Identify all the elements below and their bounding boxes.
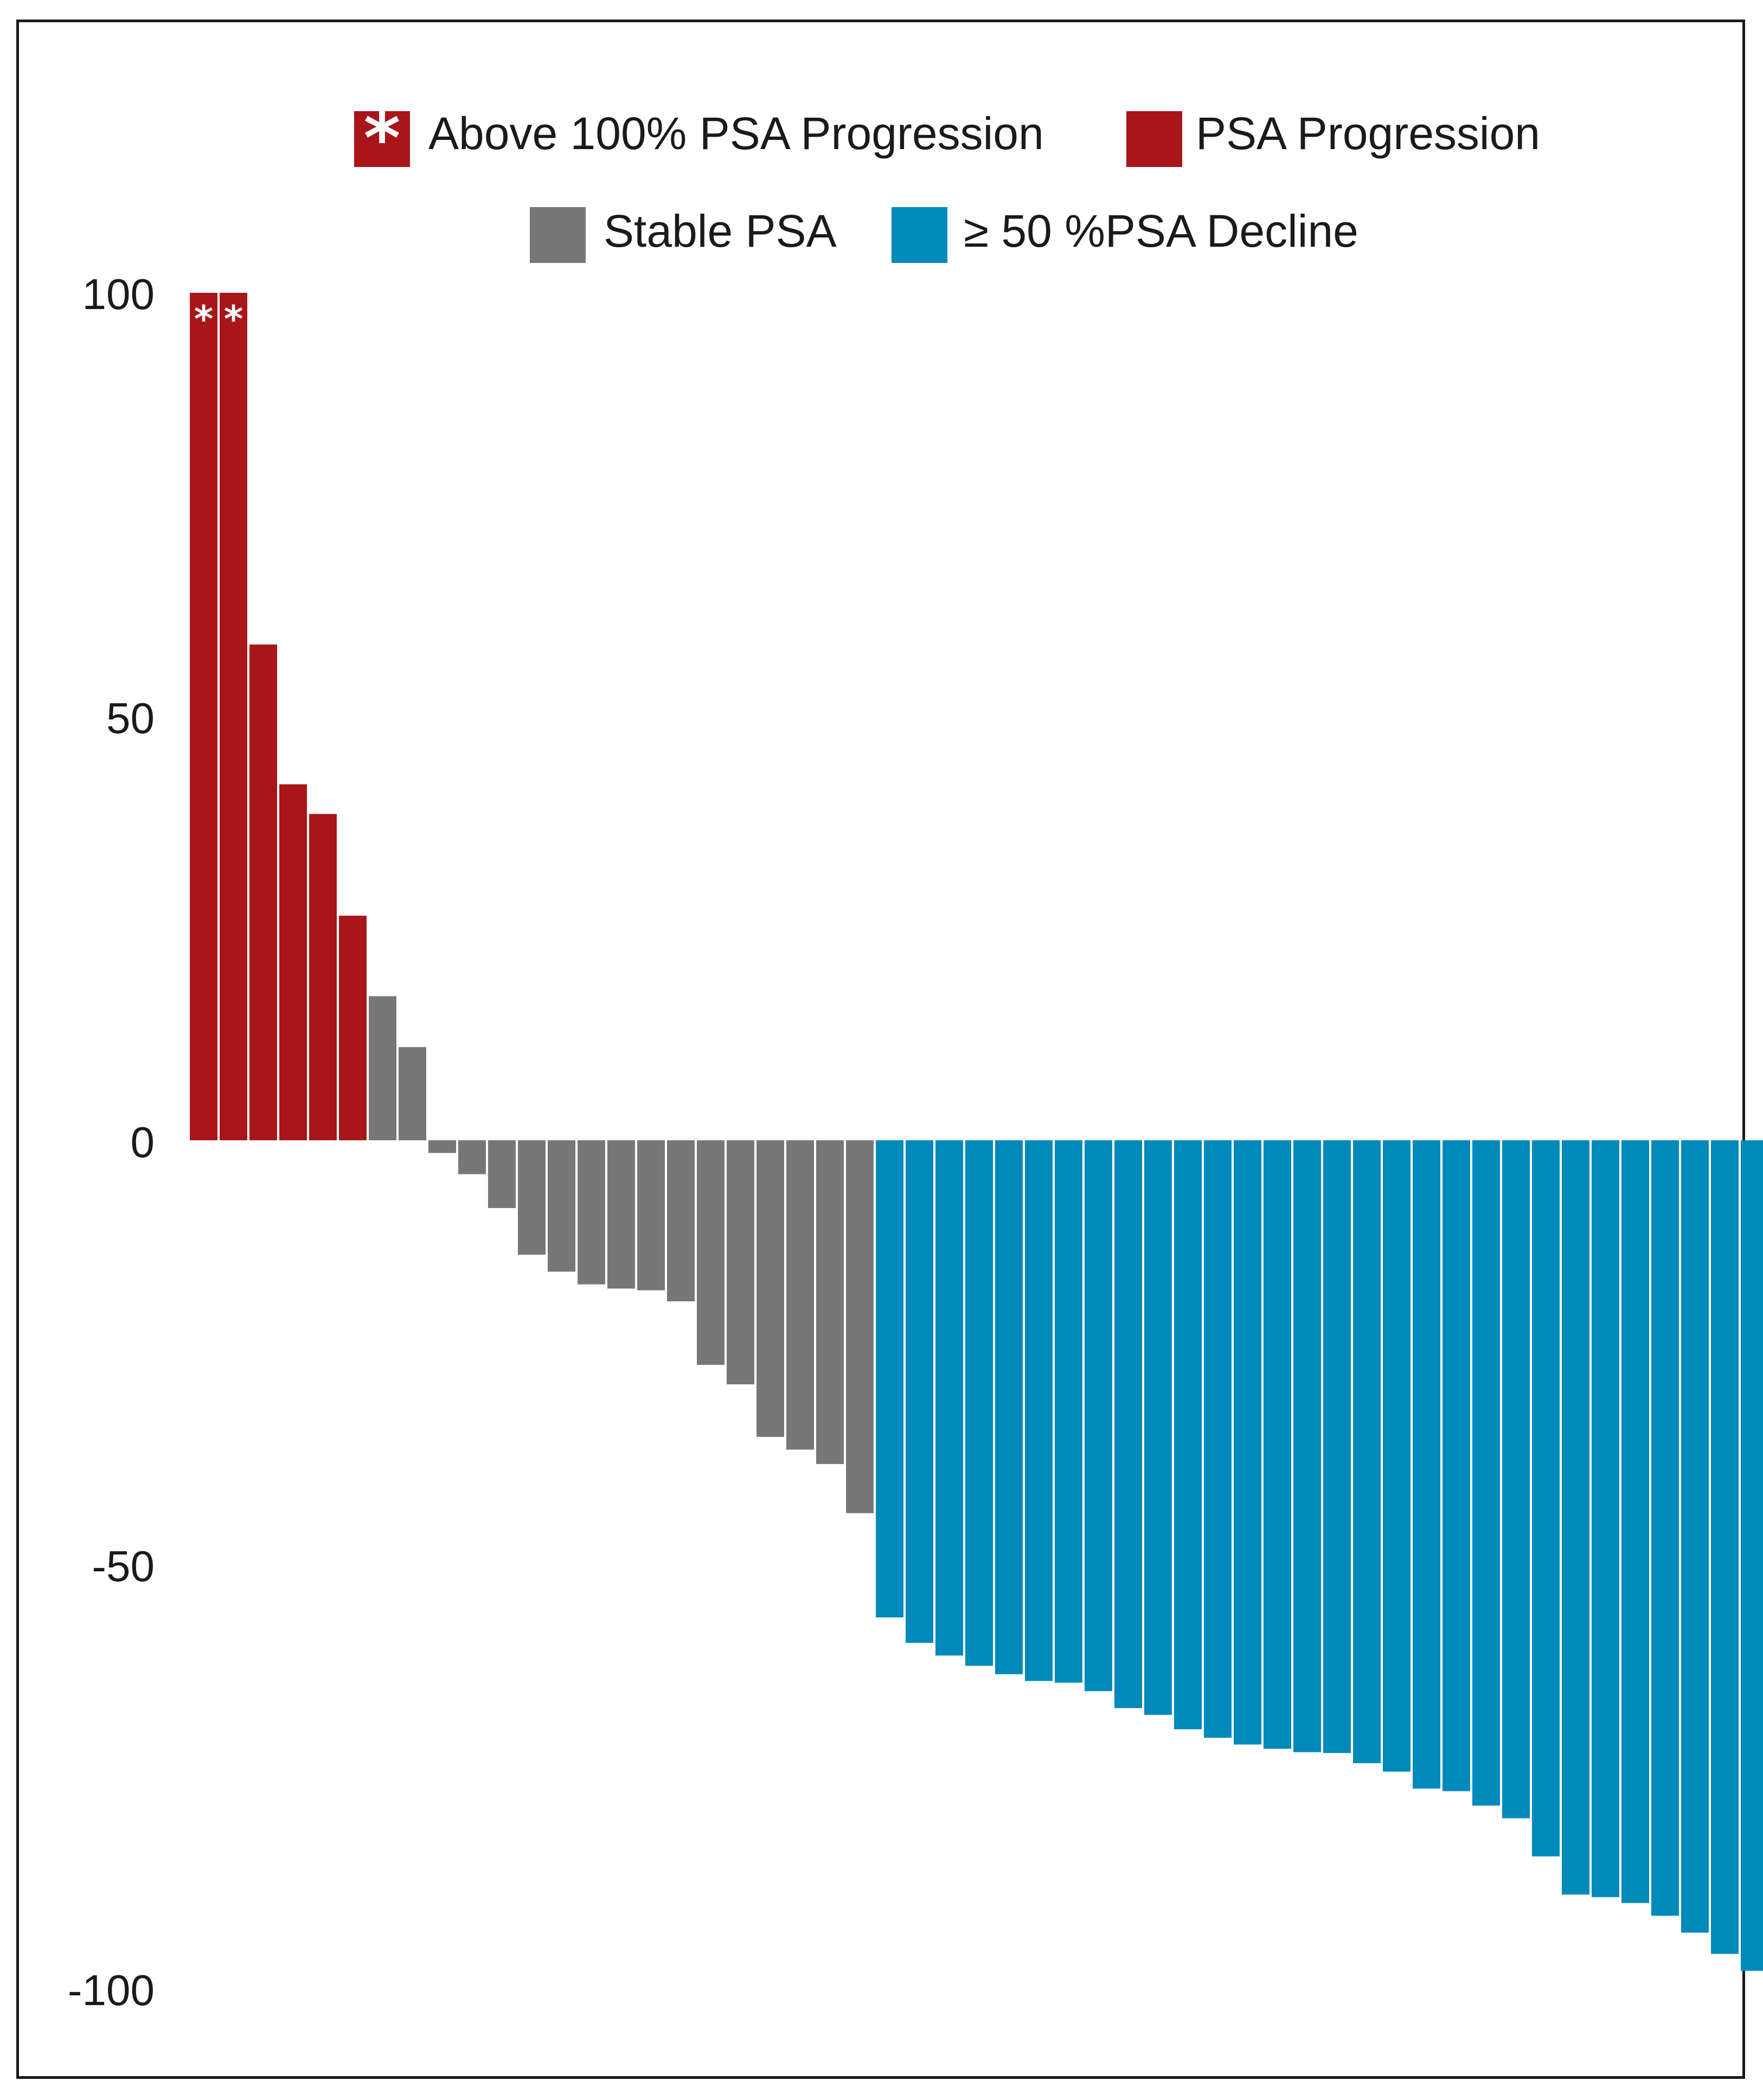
bar-16: [637, 1140, 665, 1290]
legend-item-stable: Stable PSA: [530, 205, 837, 263]
bar-15: [607, 1140, 635, 1289]
bar-36: [1234, 1140, 1261, 1745]
bar-4: [279, 784, 307, 1140]
bar-48: [1592, 1140, 1619, 1897]
bar-21: [786, 1140, 814, 1450]
bar-30: [1055, 1140, 1082, 1683]
bar-23: [846, 1140, 874, 1513]
bar-28: [995, 1140, 1023, 1674]
legend-label-progression: PSA Progression: [1196, 108, 1540, 159]
legend-label-decline: ≥ 50 %PSA Decline: [964, 205, 1358, 256]
bar-25: [906, 1140, 933, 1643]
bar-13: [548, 1140, 575, 1272]
legend-label-above-100-progression: Above 100% PSA Progression: [428, 108, 1044, 159]
bar-33: [1144, 1140, 1172, 1715]
bar-14: [578, 1140, 605, 1285]
bar-38: [1293, 1140, 1321, 1752]
bar-27: [965, 1140, 993, 1666]
bar-43: [1443, 1140, 1470, 1791]
legend-swatch-above-100-progression: [354, 111, 410, 167]
bar-39: [1323, 1140, 1351, 1753]
bar-37: [1264, 1140, 1291, 1749]
bar-12: [518, 1140, 546, 1255]
bar-26: [935, 1140, 963, 1656]
bar-40: [1353, 1140, 1381, 1763]
bar-35: [1204, 1140, 1232, 1738]
bar-46: [1532, 1140, 1560, 1857]
bar-7: [369, 996, 396, 1140]
bar-44: [1472, 1140, 1500, 1806]
bar-19: [727, 1140, 754, 1385]
y-tick-label-50: 50: [106, 694, 155, 742]
bar-10: [458, 1140, 486, 1174]
bar-34: [1174, 1140, 1202, 1730]
bar-50: [1651, 1140, 1679, 1916]
y-axis: 100 50 0 -50 -100: [68, 270, 155, 2014]
bar-49: [1621, 1140, 1649, 1903]
bar-5: [309, 814, 337, 1140]
bar-47: [1562, 1140, 1589, 1895]
bar-29: [1025, 1140, 1053, 1681]
legend-item-progression: PSA Progression: [1126, 108, 1540, 167]
bar-11: [488, 1140, 516, 1208]
legend-label-stable: Stable PSA: [604, 205, 837, 256]
bar-22: [816, 1140, 844, 1465]
legend-item-above-100-progression: * Above 100% PSA Progression: [354, 97, 1044, 179]
bar-52: [1711, 1140, 1739, 1954]
bar-asterisk-1: *: [194, 298, 214, 341]
bar-42: [1413, 1140, 1440, 1789]
bar-31: [1085, 1140, 1112, 1691]
y-tick-label-minus-50: -50: [92, 1542, 155, 1590]
bar-45: [1502, 1140, 1530, 1819]
y-tick-label-minus-100: -100: [68, 1966, 155, 2014]
bar-20: [757, 1140, 784, 1437]
legend: * Above 100% PSA Progression PSA Progres…: [354, 97, 1540, 263]
bar-2: [220, 293, 247, 1140]
bar-41: [1383, 1140, 1411, 1772]
legend-item-decline: ≥ 50 %PSA Decline: [892, 205, 1358, 263]
bar-asterisk-2: *: [224, 298, 243, 341]
bar-17: [667, 1140, 695, 1301]
legend-asterisk-icon: *: [364, 97, 401, 179]
bar-32: [1114, 1140, 1142, 1709]
legend-swatch-stable: [530, 207, 586, 263]
y-tick-label-100: 100: [82, 270, 155, 318]
bar-3: [249, 644, 277, 1140]
bar-18: [697, 1140, 725, 1365]
bar-24: [876, 1140, 903, 1617]
bars: * *: [190, 293, 1763, 1971]
bar-53: [1741, 1140, 1763, 1971]
bar-1: [190, 293, 217, 1140]
bar-8: [399, 1047, 426, 1140]
bar-6: [339, 915, 367, 1140]
legend-swatch-decline: [892, 207, 947, 263]
bar-51: [1681, 1140, 1709, 1933]
chart-frame: [16, 20, 1745, 2079]
legend-swatch-progression: [1126, 111, 1182, 167]
bar-9: [428, 1140, 456, 1153]
y-tick-label-0: 0: [131, 1118, 155, 1166]
